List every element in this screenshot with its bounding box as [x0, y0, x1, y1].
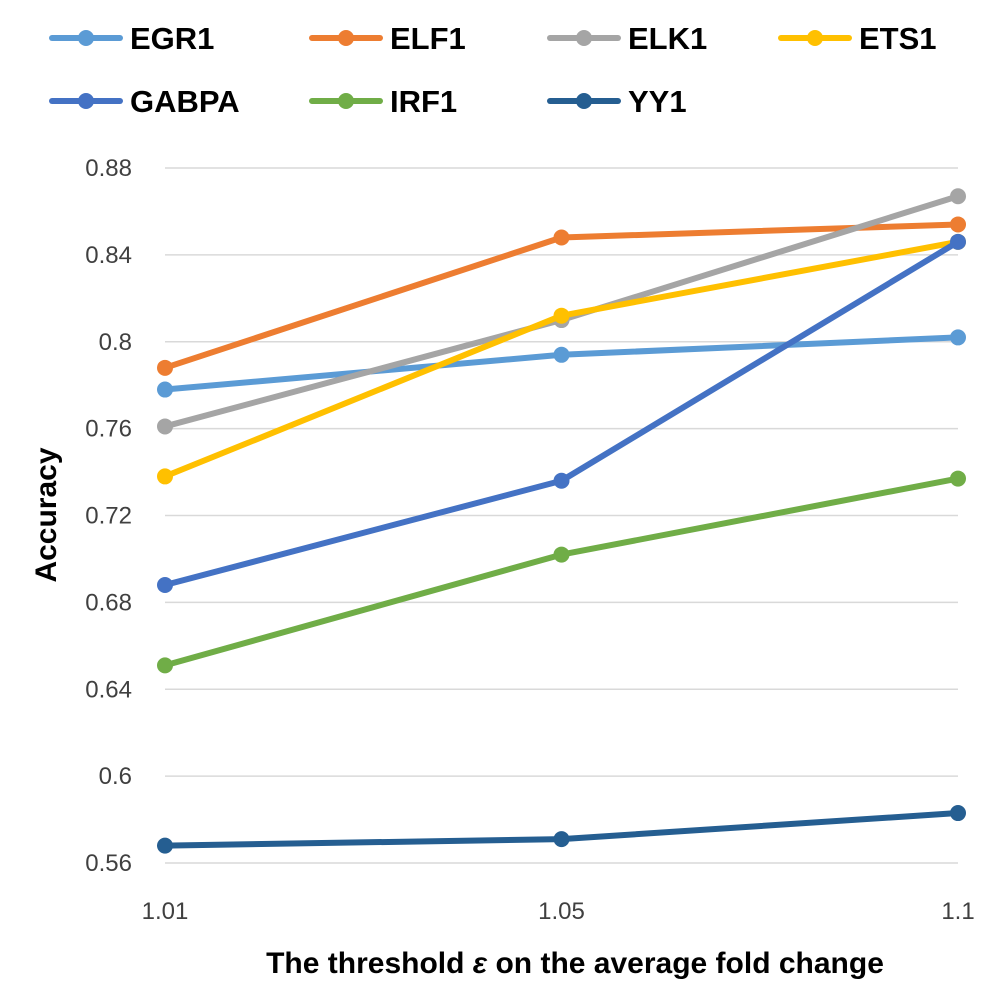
- data-point: [553, 307, 570, 324]
- y-tick-label: 0.88: [85, 155, 132, 182]
- data-point: [553, 472, 570, 489]
- x-tick-label: 1.01: [142, 898, 189, 925]
- data-point: [157, 468, 173, 485]
- x-tick-labels: 1.01 1.05 1.1: [142, 898, 975, 925]
- x-axis-title: The threshold ε on the average fold chan…: [266, 947, 884, 980]
- y-tick-label: 0.76: [85, 416, 132, 443]
- data-point: [157, 381, 173, 398]
- series-line: [162, 238, 961, 588]
- data-point: [950, 188, 966, 205]
- series-yy1: [157, 805, 966, 854]
- data-point: [157, 359, 173, 376]
- legend-swatch-marker: [576, 93, 592, 109]
- legend-swatch-marker: [807, 30, 823, 46]
- legend-swatch-marker: [576, 30, 592, 46]
- gridlines: [165, 167, 958, 864]
- legend-item-yy1: YY1: [547, 84, 687, 119]
- legend-label: ETS1: [859, 21, 937, 56]
- data-point: [950, 805, 966, 822]
- series-line: [162, 475, 961, 669]
- y-tick-label: 0.68: [85, 589, 132, 616]
- legend-label: ELK1: [628, 21, 707, 56]
- data-point: [553, 346, 570, 363]
- data-point: [157, 837, 173, 854]
- data-point: [950, 216, 966, 233]
- legend-item-elk1: ELK1: [547, 21, 707, 56]
- legend-item-elf1: ELF1: [309, 21, 466, 56]
- legend-swatch-marker: [338, 93, 354, 109]
- y-axis-title: Accuracy: [30, 447, 63, 582]
- legend-item-egr1: EGR1: [49, 21, 214, 56]
- legend-label: EGR1: [130, 21, 214, 56]
- series-line: [162, 334, 961, 393]
- legend-label: GABPA: [130, 84, 240, 119]
- y-tick-label: 0.56: [85, 850, 132, 877]
- legend-label: IRF1: [390, 84, 457, 119]
- data-point: [553, 229, 570, 246]
- y-tick-label: 0.72: [85, 503, 132, 530]
- legend-item-ets1: ETS1: [778, 21, 937, 56]
- x-tick-label: 1.1: [941, 898, 974, 925]
- series-irf1: [157, 470, 966, 674]
- legend: EGR1 ELF1 ELK1 ETS1 GABPA IRF1 YY1: [49, 21, 937, 119]
- series-lines: [157, 188, 966, 854]
- legend-item-gabpa: GABPA: [49, 84, 240, 119]
- data-point: [553, 546, 570, 563]
- data-point: [950, 329, 966, 346]
- y-tick-label: 0.84: [85, 242, 132, 269]
- legend-label: YY1: [628, 84, 687, 119]
- data-point: [553, 831, 570, 848]
- series-elf1: [157, 216, 966, 376]
- x-tick-label: 1.05: [538, 898, 585, 925]
- series-egr1: [157, 329, 966, 398]
- legend-swatch-marker: [78, 93, 94, 109]
- legend-label: ELF1: [390, 21, 466, 56]
- y-tick-label: 0.6: [99, 763, 132, 790]
- legend-swatch-marker: [338, 30, 354, 46]
- y-tick-label: 0.8: [99, 329, 132, 356]
- data-point: [157, 418, 173, 435]
- y-tick-label: 0.64: [85, 676, 132, 703]
- y-tick-labels: 0.56 0.6 0.64 0.68 0.72 0.76 0.8 0.84 0.88: [85, 155, 132, 877]
- data-point: [157, 657, 173, 674]
- data-point: [157, 577, 173, 593]
- series-line: [162, 221, 961, 371]
- data-point: [950, 470, 966, 487]
- data-point: [950, 233, 966, 250]
- series-gabpa: [157, 233, 966, 593]
- legend-item-irf1: IRF1: [309, 84, 457, 119]
- legend-swatch-marker: [78, 30, 94, 46]
